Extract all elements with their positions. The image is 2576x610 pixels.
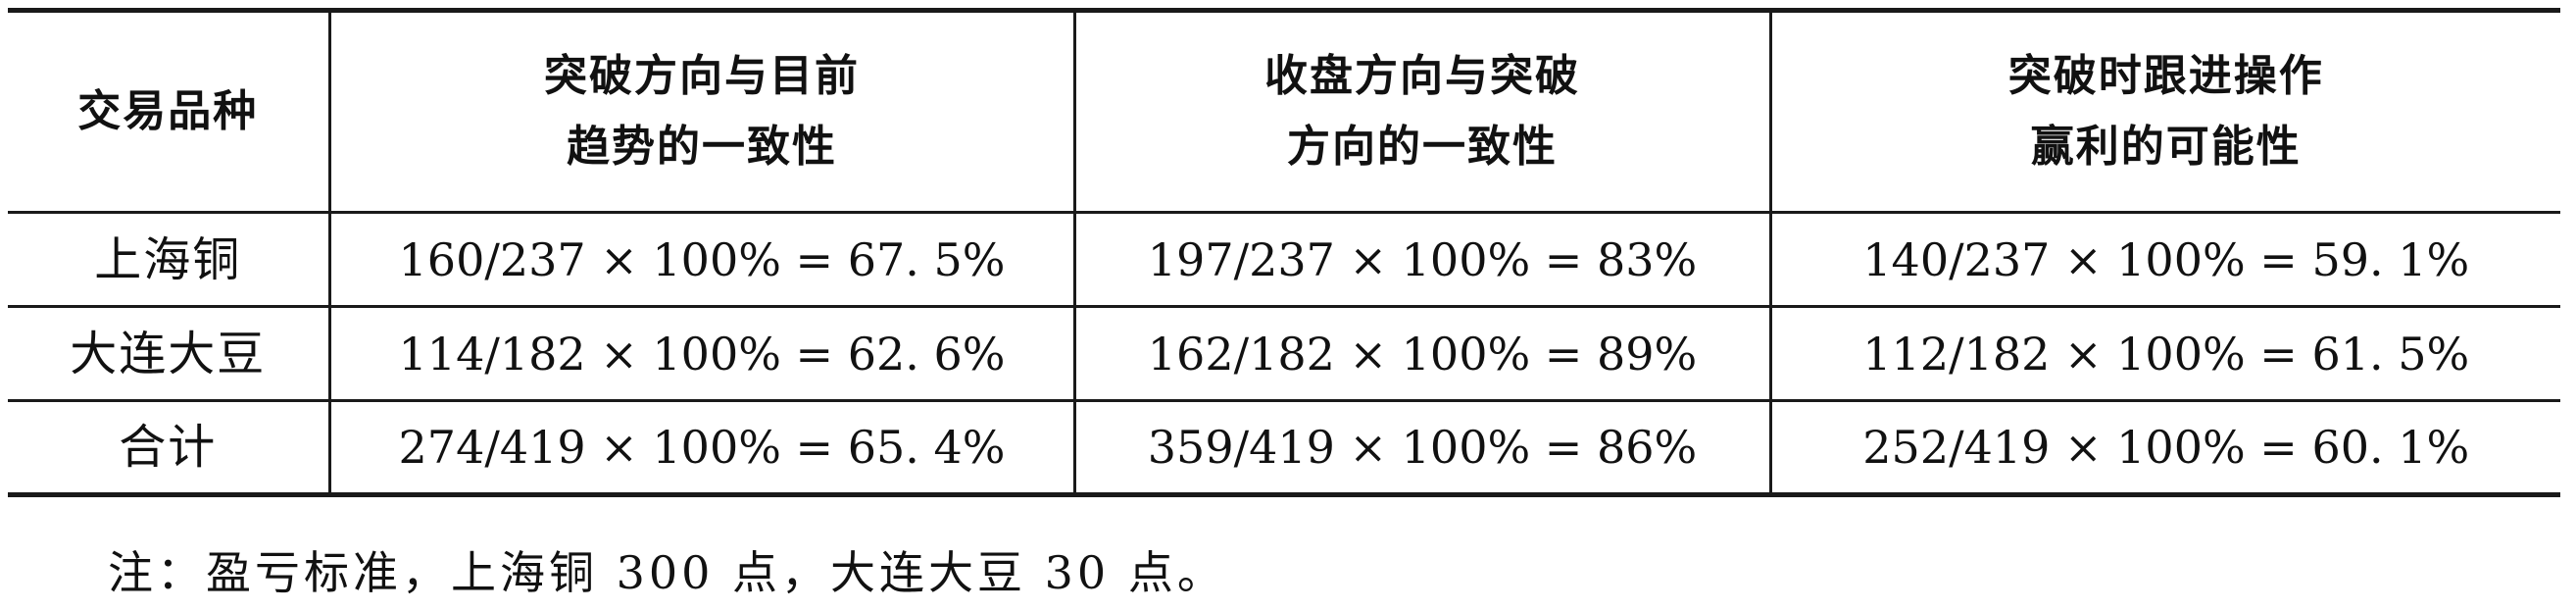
row-label: 合计 bbox=[8, 399, 331, 497]
row-label: 大连大豆 bbox=[8, 305, 331, 402]
table-cell: 359/419 × 100% = 86% bbox=[1072, 399, 1772, 497]
header-close-breakout-consistency: 收盘方向与突破 方向的一致性 bbox=[1072, 8, 1772, 214]
header-line-1: 收盘方向与突破 bbox=[1264, 51, 1580, 101]
row-label: 上海铜 bbox=[8, 211, 331, 308]
statistics-table: 交易品种 突破方向与目前 趋势的一致性 收盘方向与突破 方向的一致性 突破时跟进… bbox=[8, 8, 2560, 497]
header-line-1: 突破方向与目前 bbox=[544, 51, 860, 101]
header-follow-profit-probability: 突破时跟进操作 赢利的可能性 bbox=[1768, 8, 2560, 214]
table-cell: 140/237 × 100% = 59. 1% bbox=[1768, 211, 2560, 308]
table-header-row: 交易品种 突破方向与目前 趋势的一致性 收盘方向与突破 方向的一致性 突破时跟进… bbox=[8, 8, 2560, 214]
header-product-text: 交易品种 bbox=[77, 86, 259, 136]
table-cell: 112/182 × 100% = 61. 5% bbox=[1768, 305, 2560, 402]
table-footnote: 注：盈亏标准，上海铜 300 点，大连大豆 30 点。 bbox=[108, 546, 1226, 599]
header-line-2: 赢利的可能性 bbox=[2030, 122, 2302, 172]
header-breakout-trend-consistency: 突破方向与目前 趋势的一致性 bbox=[327, 8, 1076, 214]
table-cell: 160/237 × 100% = 67. 5% bbox=[327, 211, 1076, 308]
header-product: 交易品种 bbox=[8, 8, 331, 214]
table-cell: 252/419 × 100% = 60. 1% bbox=[1768, 399, 2560, 497]
table-cell: 114/182 × 100% = 62. 6% bbox=[327, 305, 1076, 402]
header-line-2: 趋势的一致性 bbox=[567, 122, 837, 172]
table-row: 上海铜 160/237 × 100% = 67. 5% 197/237 × 10… bbox=[8, 211, 2560, 308]
table-row: 大连大豆 114/182 × 100% = 62. 6% 162/182 × 1… bbox=[8, 305, 2560, 402]
table-cell: 197/237 × 100% = 83% bbox=[1072, 211, 1772, 308]
table-row: 合计 274/419 × 100% = 65. 4% 359/419 × 100… bbox=[8, 399, 2560, 497]
header-line-2: 方向的一致性 bbox=[1287, 122, 1558, 172]
table-cell: 274/419 × 100% = 65. 4% bbox=[327, 399, 1076, 497]
table-cell: 162/182 × 100% = 89% bbox=[1072, 305, 1772, 402]
header-line-1: 突破时跟进操作 bbox=[2007, 51, 2324, 101]
